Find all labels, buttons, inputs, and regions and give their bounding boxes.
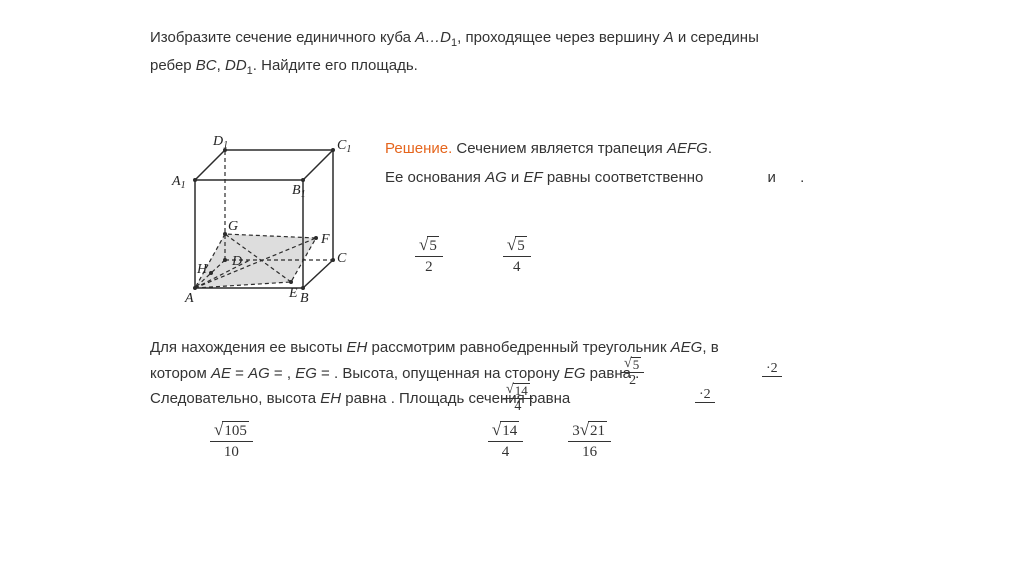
text: и [768, 169, 776, 186]
text: и середины [674, 29, 759, 46]
text: = . Высота, опущенная на сторону [317, 365, 564, 382]
solution-text: Решение. Сечением является трапеция AEFG… [385, 135, 885, 192]
overlay-frac-sqrt14-4: √14 4 [500, 385, 536, 416]
text: . Найдите его площадь. [253, 57, 418, 74]
var: EH [320, 390, 341, 407]
label-C1: C1 [337, 138, 351, 155]
var: EG [564, 365, 586, 382]
text: котором [150, 365, 211, 382]
solution-label: Решение. [385, 140, 452, 157]
label-A: A [184, 291, 194, 306]
problem-statement: Изобразите сечение единичного куба A…D1,… [150, 25, 890, 80]
label-A1: A1 [171, 174, 186, 191]
var: AG [248, 365, 270, 382]
cube-figure: A B C D A1 B1 C1 D1 E F G H [155, 130, 365, 320]
text: равны соответственно [543, 169, 704, 186]
var: BC [196, 57, 217, 74]
text: = , [270, 365, 295, 382]
text: = [231, 365, 248, 382]
label-G: G [228, 219, 238, 234]
text: и [507, 169, 524, 186]
overlay-frac-sqrt5-2: √5 2 [618, 359, 647, 390]
fraction-sqrt14-over-4: √14 4 [488, 420, 523, 461]
overlay-dot2-b: ·2 [695, 385, 715, 403]
formula-row-2: √105 10 √14 4 3√21 16 [210, 420, 860, 461]
text: , [217, 57, 225, 74]
var: A…D [415, 29, 451, 46]
formula-row-1: √5 2 √5 4 [415, 235, 715, 276]
text: Сечением является трапеция [452, 140, 667, 157]
text: . [708, 140, 712, 157]
text: , проходящее через вершину [457, 29, 664, 46]
var: AEG [671, 339, 703, 356]
var: A [664, 29, 674, 46]
fraction-3sqrt21-over-16: 3√21 16 [568, 420, 611, 461]
var: EG [295, 365, 317, 382]
var: EH [347, 339, 368, 356]
text: ребер [150, 57, 196, 74]
fraction-sqrt105-over-10: √105 10 [210, 420, 253, 461]
var: DD [225, 57, 247, 74]
text: равна . Площадь сечения равна [341, 390, 570, 407]
overlay-dot2-a: ·2 [762, 359, 782, 377]
var: EF [523, 169, 542, 186]
fraction-sqrt5-over-4: √5 4 [503, 235, 531, 276]
text: рассмотрим равнобедренный треугольник [367, 339, 670, 356]
text: Ее основания [385, 169, 485, 186]
fraction-sqrt5-over-2: √5 2 [415, 235, 443, 276]
text: . [800, 169, 804, 186]
label-F: F [320, 232, 330, 247]
text: Следовательно, высота [150, 390, 320, 407]
var: AG [485, 169, 507, 186]
label-B: B [300, 291, 309, 306]
label-D: D [231, 254, 242, 269]
label-C: C [337, 251, 347, 266]
text: Для нахождения ее высоты [150, 339, 347, 356]
text: , в [702, 339, 718, 356]
var: AE [211, 365, 231, 382]
text: Изобразите сечение единичного куба [150, 29, 415, 46]
label-E: E [288, 286, 298, 301]
var: AEFG [667, 140, 708, 157]
label-H: H [196, 262, 208, 277]
label-D1: D1 [212, 134, 228, 151]
